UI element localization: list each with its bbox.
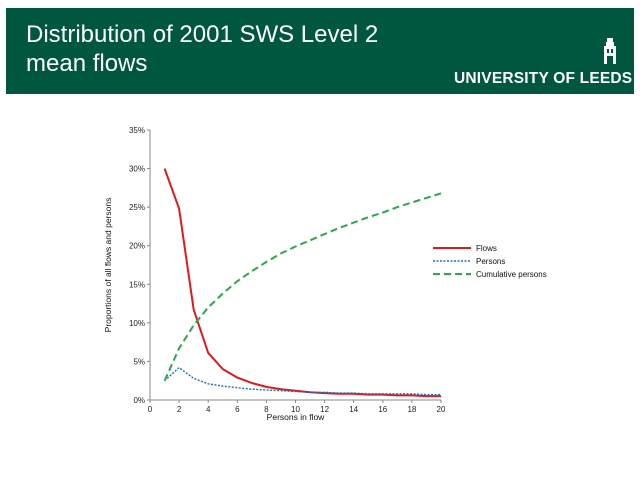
series-line-persons — [164, 366, 441, 396]
x-tick-label: 0 — [148, 405, 153, 414]
x-tick-label: 16 — [378, 405, 387, 414]
x-tick-label: 2 — [177, 405, 182, 414]
legend-label-persons: Persons — [476, 257, 505, 266]
slide-title-line-1: Distribution of 2001 SWS Level 2 — [26, 21, 379, 48]
series-lines — [163, 168, 442, 398]
y-axis-title: Proportions of all flows and persons — [103, 198, 113, 333]
x-tick-label: 4 — [206, 405, 211, 414]
slide-header: Distribution of 2001 SWS Level 2 mean fl… — [6, 8, 634, 94]
y-tick-label: 15% — [129, 280, 145, 289]
y-axis-ticks: 0% 5% 10% 15% 20% 25% 30% 35% — [129, 126, 150, 405]
y-tick-label: 20% — [129, 242, 145, 251]
x-tick-label: 6 — [235, 405, 240, 414]
university-logo-text: UNIVERSITY OF LEEDS — [454, 70, 633, 87]
legend-label-cumulative-persons: Cumulative persons — [476, 270, 547, 279]
x-axis-title: Persons in flow — [267, 412, 325, 422]
chart-legend: Flows Persons Cumulative persons — [433, 244, 547, 279]
series-line-flows — [163, 168, 441, 398]
chart-axes — [149, 130, 441, 401]
y-tick-label: 25% — [129, 203, 145, 212]
slide-title: Distribution of 2001 SWS Level 2 mean fl… — [26, 20, 426, 78]
y-tick-label: 0% — [133, 396, 145, 405]
y-tick-label: 5% — [133, 357, 145, 366]
parkinson-tower-icon — [604, 38, 616, 64]
slide-title-line-2: mean flows — [26, 50, 148, 77]
x-axis-ticks: 0 2 4 6 8 10 12 14 16 18 20 — [148, 400, 446, 414]
x-tick-label: 18 — [407, 405, 416, 414]
x-tick-label: 14 — [349, 405, 358, 414]
x-tick-label: 10 — [291, 405, 300, 414]
y-tick-label: 10% — [129, 319, 145, 328]
x-tick-label: 12 — [320, 405, 329, 414]
y-tick-label: 35% — [129, 126, 145, 135]
series-line-cumulative-persons — [163, 192, 442, 382]
x-tick-label: 8 — [264, 405, 269, 414]
y-tick-label: 30% — [129, 165, 145, 174]
x-tick-label: 20 — [437, 405, 446, 414]
legend-label-flows: Flows — [476, 244, 497, 253]
